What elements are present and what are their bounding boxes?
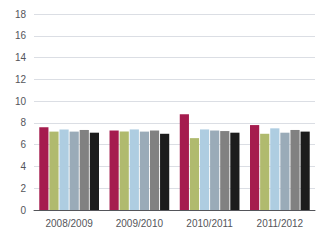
- svg-text:2009/2010: 2009/2010: [116, 218, 164, 229]
- svg-text:2: 2: [20, 183, 26, 194]
- svg-text:12: 12: [15, 74, 27, 85]
- svg-text:2010/2011: 2010/2011: [186, 218, 233, 229]
- svg-text:18: 18: [15, 9, 27, 20]
- svg-text:2011/2012: 2011/2012: [257, 218, 304, 229]
- svg-text:16: 16: [15, 30, 27, 41]
- svg-text:4: 4: [20, 161, 26, 172]
- svg-text:2008/2009: 2008/2009: [45, 218, 93, 229]
- svg-text:0: 0: [20, 205, 26, 216]
- svg-text:6: 6: [20, 139, 26, 150]
- svg-text:14: 14: [15, 52, 27, 63]
- svg-text:10: 10: [15, 96, 27, 107]
- svg-text:8: 8: [20, 117, 26, 128]
